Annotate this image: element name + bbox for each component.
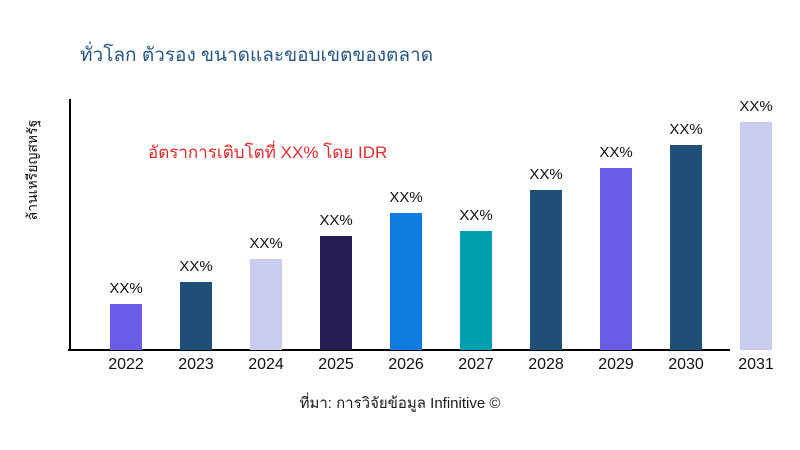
- bar-value-label-2024: XX%: [249, 235, 283, 252]
- x-tick-2023: 2023: [178, 356, 214, 373]
- bar-2031: [740, 122, 772, 350]
- x-tick-2027: 2027: [458, 356, 494, 373]
- x-tick-2028: 2028: [528, 356, 564, 373]
- x-tick-2025: 2025: [318, 356, 354, 373]
- y-axis-line: [69, 99, 71, 351]
- bar-value-label-2030: XX%: [669, 121, 703, 138]
- bar-2024: [250, 259, 282, 350]
- x-tick-2024: 2024: [248, 356, 284, 373]
- x-tick-2029: 2029: [598, 356, 634, 373]
- x-tick-2022: 2022: [108, 356, 144, 373]
- bar-2028: [530, 190, 562, 350]
- bar-value-label-2027: XX%: [459, 207, 493, 224]
- bar-value-label-2026: XX%: [389, 189, 423, 206]
- source-note: ที่มา: การวิจัยข้อมูล Infinitive ©: [299, 395, 501, 412]
- bar-value-label-2025: XX%: [319, 212, 353, 229]
- x-tick-2030: 2030: [668, 356, 704, 373]
- x-tick-2026: 2026: [388, 356, 424, 373]
- bar-2027: [460, 231, 492, 350]
- bar-2025: [320, 236, 352, 350]
- x-axis-line: [68, 349, 730, 351]
- bar-value-label-2022: XX%: [109, 280, 143, 297]
- bar-value-label-2023: XX%: [179, 258, 213, 275]
- y-axis-label: ล้านเหรียญสหรัฐ: [24, 119, 40, 221]
- bar-2026: [390, 213, 422, 350]
- bar-2023: [180, 282, 212, 350]
- bar-2022: [110, 304, 142, 350]
- x-tick-2031: 2031: [738, 356, 774, 373]
- growth-rate-annotation: อัตราการเติบโตที่ XX% โดย IDR: [148, 143, 388, 162]
- bar-value-label-2029: XX%: [599, 144, 633, 161]
- bar-2029: [600, 168, 632, 350]
- chart-title: ทั่วโลก ตัวรอง ขนาดและขอบเขตของตลาด: [80, 45, 434, 66]
- bar-2030: [670, 145, 702, 350]
- bar-value-label-2031: XX%: [739, 98, 773, 115]
- bar-value-label-2028: XX%: [529, 166, 563, 183]
